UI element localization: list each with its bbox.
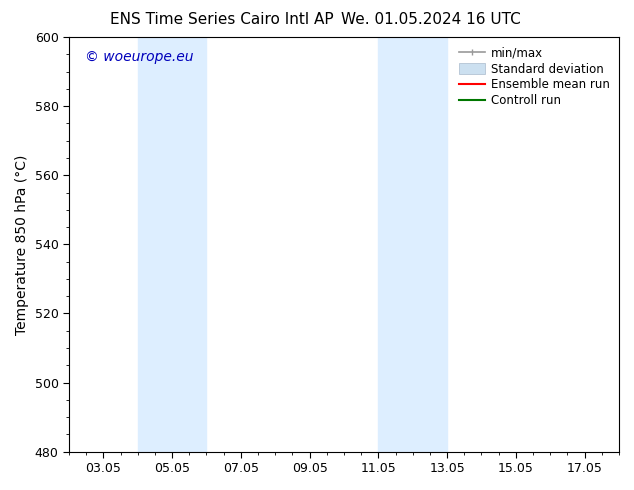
Text: © woeurope.eu: © woeurope.eu [86, 49, 194, 64]
Bar [138, 37, 207, 452]
Legend: min/max, Standard deviation, Ensemble mean run, Controll run: min/max, Standard deviation, Ensemble me… [455, 43, 613, 111]
Y-axis label: Temperature 850 hPa (°C): Temperature 850 hPa (°C) [15, 154, 29, 335]
Text: We. 01.05.2024 16 UTC: We. 01.05.2024 16 UTC [341, 12, 521, 27]
Bar [378, 37, 447, 452]
Text: ENS Time Series Cairo Intl AP: ENS Time Series Cairo Intl AP [110, 12, 333, 27]
